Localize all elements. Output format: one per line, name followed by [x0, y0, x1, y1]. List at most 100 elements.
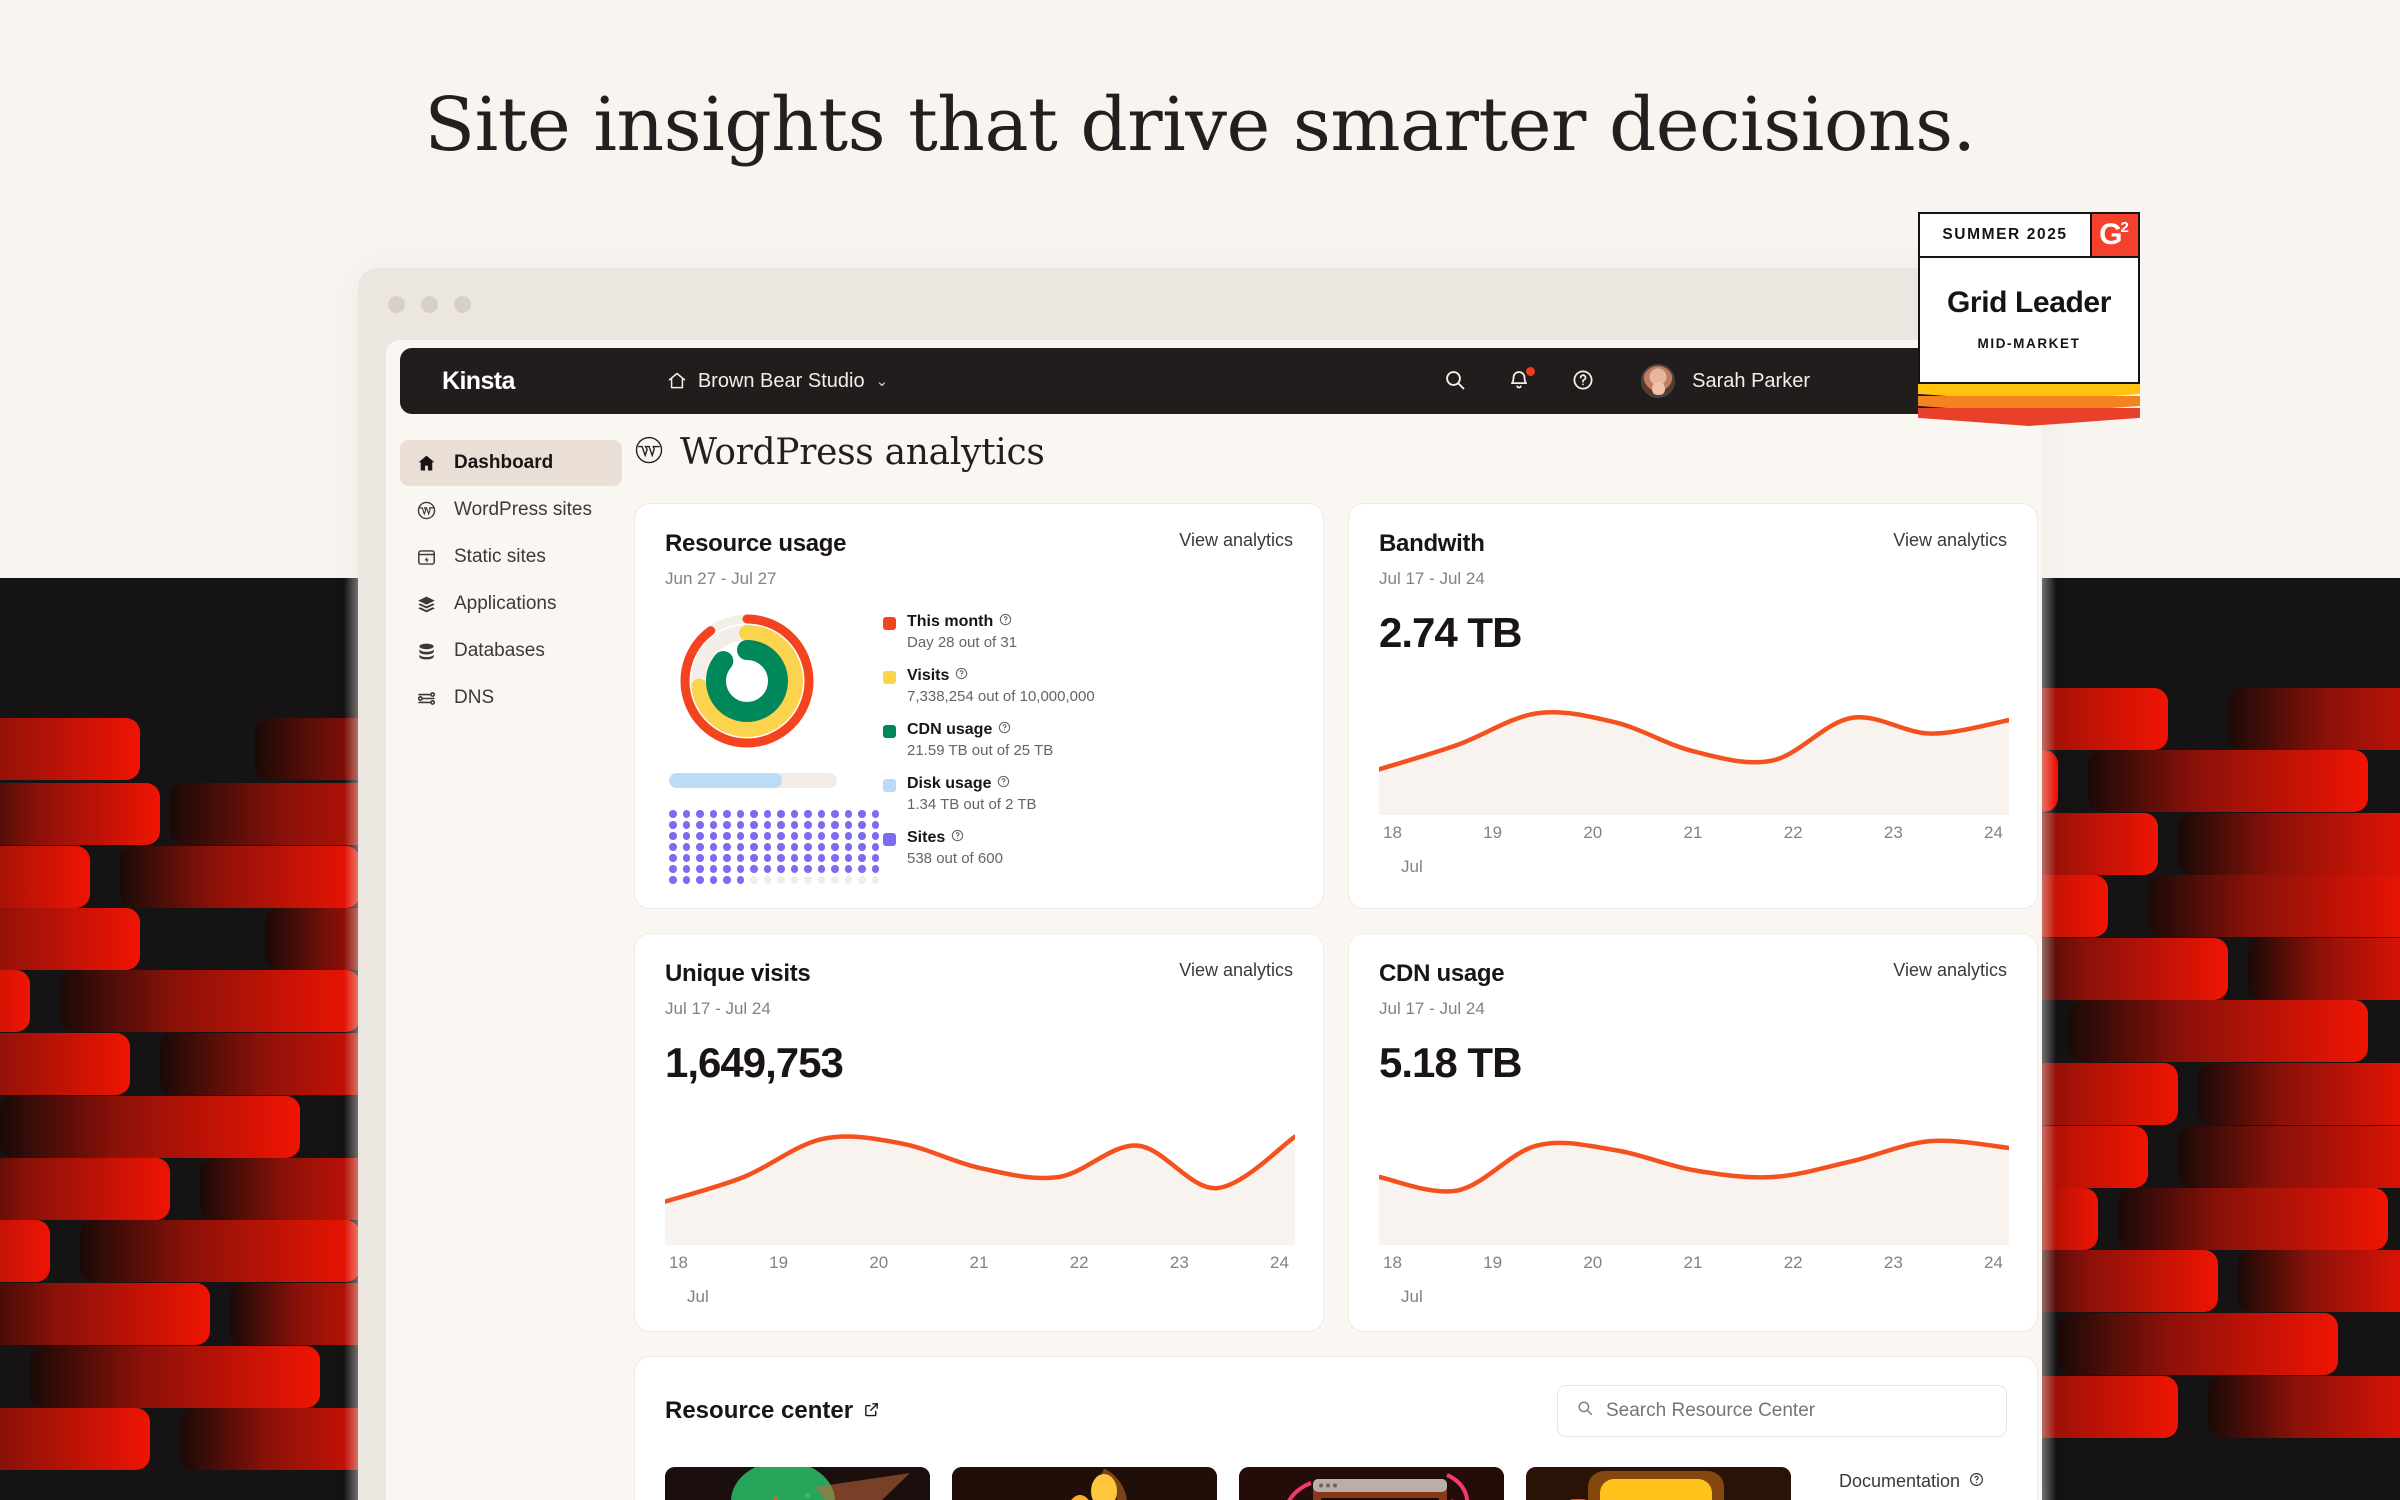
site-dot	[750, 876, 758, 884]
help-circle-icon[interactable]	[997, 775, 1010, 793]
kinsta-logo[interactable]: Kinsta	[442, 366, 515, 395]
browser-window: Kinsta Brown Bear Studio ⌄	[358, 268, 2042, 1500]
site-dot	[750, 821, 758, 829]
search-input[interactable]	[1606, 1399, 1988, 1422]
view-analytics-link[interactable]: View analytics	[1179, 959, 1293, 980]
sidebar-item-static-sites[interactable]: Static sites	[400, 534, 622, 580]
site-dot	[763, 832, 771, 840]
site-dot	[763, 876, 771, 884]
search-icon[interactable]	[1443, 368, 1469, 394]
decorative-brick	[0, 718, 140, 780]
decorative-brick	[80, 1220, 360, 1282]
site-dot	[736, 843, 744, 851]
window-close-dot[interactable]	[388, 296, 405, 313]
site-dot	[871, 865, 879, 873]
card-header: Bandwith View analytics	[1379, 530, 2007, 558]
help-circle-icon[interactable]	[999, 613, 1012, 631]
site-dot	[831, 832, 839, 840]
site-dot	[817, 810, 825, 818]
sidebar-nav: Dashboard WordPress sites	[400, 440, 622, 722]
workspace-name: Brown Bear Studio	[697, 369, 865, 392]
card-title: Unique visits	[665, 959, 811, 987]
database-icon	[416, 641, 437, 662]
site-dot	[858, 876, 866, 884]
axis-tick-label: 24	[1984, 1252, 2003, 1272]
legend-item: Disk usage 1.34 TB out of 2 TB	[883, 775, 1293, 813]
decorative-brick	[0, 783, 160, 845]
decorative-brick	[2238, 1250, 2400, 1312]
help-icon[interactable]	[1571, 368, 1597, 394]
site-dot	[763, 810, 771, 818]
window-maximize-dot[interactable]	[454, 296, 471, 313]
resource-center-title[interactable]: Resource center	[665, 1397, 880, 1425]
legend-swatch-sites	[883, 833, 896, 846]
unique-visits-area-chart[interactable]	[665, 1107, 1295, 1245]
decorative-brick	[2088, 750, 2368, 812]
window-minimize-dot[interactable]	[421, 296, 438, 313]
sidebar-item-label: Applications	[454, 593, 557, 614]
window-controls[interactable]	[388, 296, 471, 313]
view-analytics-link[interactable]: View analytics	[1893, 530, 2007, 550]
axis-tick-label: 20	[869, 1252, 889, 1272]
home-icon	[667, 371, 687, 391]
help-circle-icon[interactable]	[998, 721, 1011, 739]
site-dot	[682, 876, 690, 884]
decorative-brick	[2058, 1313, 2338, 1375]
bandwidth-area-chart[interactable]	[1379, 677, 2009, 815]
site-dot	[736, 876, 744, 884]
sidebar-item-dashboard[interactable]: Dashboard	[400, 440, 622, 486]
resource-thumbnail[interactable]	[665, 1466, 930, 1500]
g2-badge-main: Grid Leader MID-MARKET	[1918, 258, 2140, 384]
resource-center-search[interactable]	[1557, 1384, 2007, 1437]
view-analytics-link[interactable]: View analytics	[1179, 530, 1293, 550]
sidebar-item-databases[interactable]: Databases	[400, 628, 622, 674]
disk-usage-progress	[669, 773, 837, 788]
site-dot	[750, 865, 758, 873]
axis-tick-label: 20	[1583, 823, 1603, 842]
help-circle-icon	[1969, 1471, 1984, 1492]
view-analytics-link[interactable]: View analytics	[1893, 959, 2007, 980]
decorative-brick	[0, 1220, 50, 1282]
sidebar-item-applications[interactable]: Applications	[400, 581, 622, 627]
legend-value: 21.59 TB out of 25 TB	[907, 742, 1054, 759]
resource-thumbnail[interactable]	[952, 1466, 1217, 1500]
g2-title: Grid Leader	[1947, 286, 2111, 319]
sidebar-item-dns[interactable]: DNS	[400, 675, 622, 721]
legend-label: Visits	[907, 667, 1095, 685]
help-circle-icon[interactable]	[951, 829, 964, 847]
site-dot	[858, 843, 866, 851]
axis-tick-label: 19	[1483, 1252, 1503, 1272]
cdn-usage-area-chart[interactable]	[1379, 1107, 2009, 1245]
unique-visits-x-axis-month: Jul	[687, 1286, 709, 1306]
site-dot	[750, 810, 758, 818]
decorative-brick	[2178, 1126, 2400, 1188]
site-dot	[669, 865, 677, 873]
resource-center-links: Documentation Changelog	[1839, 1467, 1984, 1500]
documentation-link[interactable]: Documentation	[1839, 1471, 1984, 1492]
decorative-brick	[2178, 813, 2400, 875]
site-dot	[817, 832, 825, 840]
site-dot	[831, 810, 839, 818]
sidebar-item-wordpress-sites[interactable]: WordPress sites	[400, 487, 622, 533]
site-dot	[790, 821, 798, 829]
card-metric-value: 1,649,753	[665, 1038, 844, 1086]
site-dot	[736, 832, 744, 840]
legend-value: Day 28 out of 31	[907, 634, 1018, 651]
resource-thumbnail[interactable]	[1239, 1466, 1504, 1500]
site-dot	[871, 821, 879, 829]
site-dot	[817, 876, 825, 884]
workspace-switcher[interactable]: Brown Bear Studio ⌄	[667, 370, 888, 393]
site-dot	[790, 854, 798, 862]
resource-thumbnail[interactable]	[1526, 1466, 1791, 1500]
legend-swatch-disk-usage	[883, 779, 896, 792]
bell-icon[interactable]	[1507, 367, 1536, 394]
card-date-range: Jul 17 - Jul 24	[665, 998, 771, 1018]
site-dot	[844, 865, 852, 873]
decorative-brick	[60, 970, 360, 1032]
avatar	[1641, 364, 1676, 398]
resource-usage-legend: This month Day 28 out of 31	[883, 603, 1293, 884]
user-menu[interactable]: Sarah Parker	[1641, 364, 1810, 398]
decorative-brick	[2028, 1126, 2148, 1188]
site-dot	[871, 854, 879, 862]
help-circle-icon[interactable]	[955, 667, 968, 685]
